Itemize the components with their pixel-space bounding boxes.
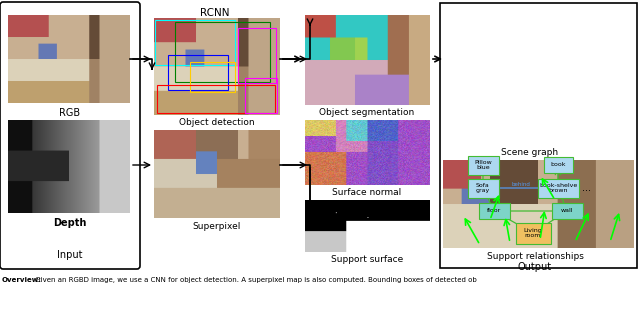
Text: Given an RGBD image, we use a CNN for object detection. A superpixel map is also: Given an RGBD image, we use a CNN for ob… [33,277,477,283]
Bar [157,85,275,113]
Text: Object detection: Object detection [179,118,255,127]
FancyBboxPatch shape [515,223,550,243]
Bar [238,28,276,83]
FancyBboxPatch shape [543,157,573,173]
Text: RGB: RGB [60,108,81,118]
Bar [175,22,270,82]
Text: Pillow
blue: Pillow blue [474,159,492,171]
Bar [190,62,235,92]
Text: Surface normal: Surface normal [332,188,402,197]
Text: Scene graph: Scene graph [501,148,559,157]
Text: Input: Input [57,250,83,260]
Text: floor: floor [487,209,501,214]
Text: RCNN: RCNN [200,8,230,18]
FancyBboxPatch shape [467,178,499,197]
FancyBboxPatch shape [479,203,509,219]
Text: Sofa
gray: Sofa gray [476,183,490,193]
FancyBboxPatch shape [538,178,579,197]
Text: Superpixel: Superpixel [193,222,241,231]
Text: Overview:: Overview: [2,277,42,283]
Text: behind: behind [511,182,530,187]
Text: Support relationships: Support relationships [486,252,584,261]
Text: Support surface: Support surface [331,255,403,264]
Text: Object segmentation: Object segmentation [319,108,415,117]
Bar [245,78,277,113]
Text: Living
room: Living room [524,228,542,238]
Text: wall: wall [561,209,573,214]
Text: book: book [550,163,566,167]
Bar [155,20,235,65]
Bar [440,3,637,268]
Text: Output: Output [518,262,552,272]
Text: Depth: Depth [53,218,86,228]
Text: book-shelve
brown: book-shelve brown [539,183,577,193]
Bar [168,55,228,90]
FancyBboxPatch shape [467,156,499,174]
FancyBboxPatch shape [0,2,140,269]
Text: ...: ... [582,183,591,193]
FancyBboxPatch shape [552,203,582,219]
